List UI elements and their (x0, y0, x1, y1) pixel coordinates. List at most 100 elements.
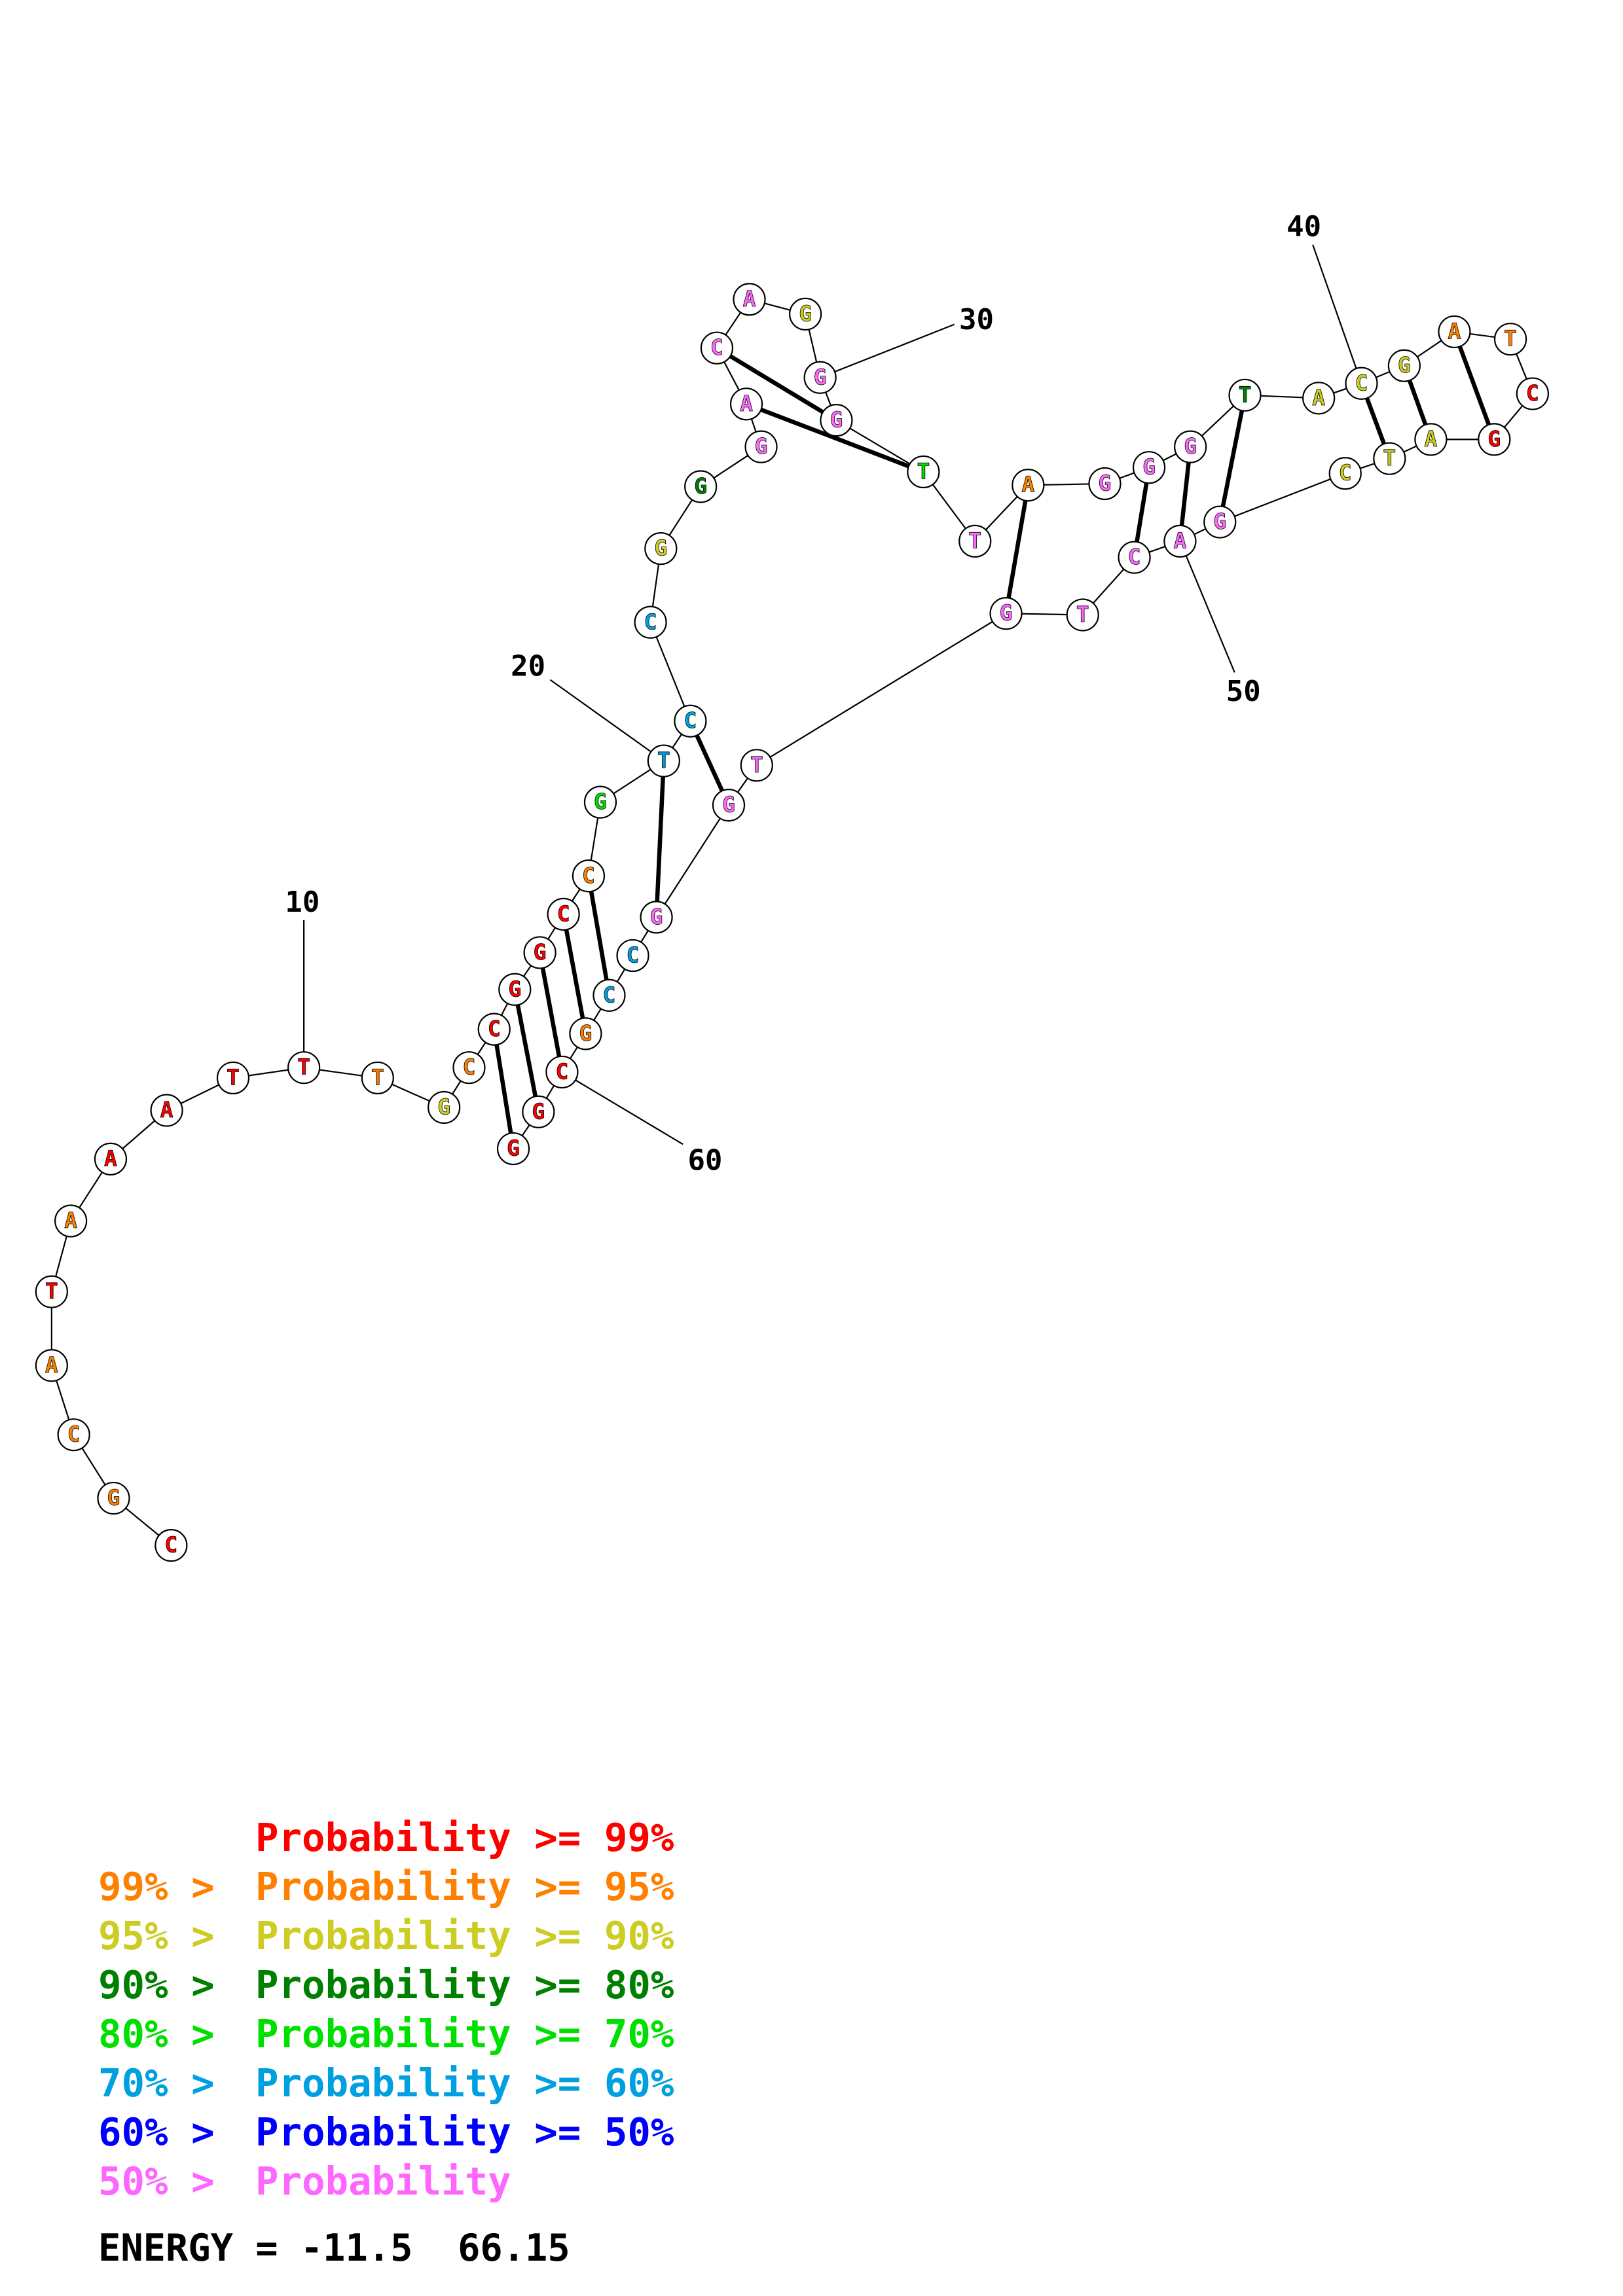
nucleotide-circle (547, 897, 580, 931)
nucleotide-circle (1163, 524, 1197, 558)
nucleotide-node: G (712, 789, 746, 822)
nucleotide-circle (634, 605, 667, 639)
nucleotide-node: T (1066, 598, 1099, 632)
legend-label: Probability >= 99% (255, 1815, 674, 1860)
nucleotide-circle (740, 749, 773, 782)
nucleotide-circle (35, 1349, 68, 1382)
nucleotide-circle (647, 744, 680, 778)
nucleotide-node: G (820, 404, 853, 437)
nucleotide-letter: A (104, 1145, 117, 1171)
nucleotide-letter: G (1099, 470, 1112, 495)
legend-label: Probability >= 50% (255, 2109, 674, 2155)
nucleotide-letter: T (1239, 382, 1252, 407)
nucleotide-node: T (287, 1051, 321, 1085)
nucleotide-letter: T (917, 458, 930, 484)
backbone-segment (756, 613, 1007, 766)
nucleotide-node: C (616, 939, 649, 973)
nucleotide-circle (674, 704, 707, 738)
base-pair-bond (716, 346, 838, 422)
nucleotide-letter: T (227, 1064, 240, 1090)
nucleotide-node: C (477, 1013, 511, 1046)
nucleotide-circle (1516, 377, 1549, 410)
legend-row: Probability >= 99% (98, 1813, 674, 1862)
nucleotide-circle (569, 1017, 602, 1050)
legend-label: Probability >= 95% (255, 1864, 674, 1909)
nucleotide-letter: C (710, 334, 723, 360)
legend-label: Probability >= 60% (255, 2060, 674, 2106)
nucleotide-node: G (522, 1095, 555, 1128)
nucleotide-circle (523, 936, 556, 969)
nucleotide-letter: G (107, 1485, 120, 1511)
nucleotide-circle (958, 524, 992, 558)
nucleotide-node: G (523, 936, 556, 969)
nucleotide-node: G (803, 361, 837, 394)
nucleotide-circle (150, 1094, 183, 1127)
nucleotide-circle (522, 1095, 555, 1128)
nucleotide-circle (155, 1529, 188, 1562)
nucleotide-letter: A (45, 1352, 58, 1378)
nucleotide-letter: A (740, 391, 753, 416)
base-pair-bond (654, 761, 666, 918)
nucleotide-node: A (150, 1094, 183, 1127)
position-tick (561, 1071, 684, 1145)
legend-prefix: 50% > (98, 2159, 215, 2204)
nucleotide-node: A (94, 1142, 128, 1175)
position-label-40: 40 (1286, 210, 1321, 243)
nucleotide-node: C (1345, 367, 1378, 400)
nucleotide-node: C (545, 1055, 579, 1089)
backbone-segment (1219, 473, 1346, 523)
nucleotide-circle (545, 1055, 579, 1089)
nucleotide-circle (35, 1275, 68, 1308)
nucleotide-node: T (907, 455, 940, 489)
nucleotide-node: A (1163, 524, 1197, 558)
nucleotide-letter: C (627, 942, 640, 967)
nucleotide-node: A (35, 1349, 68, 1382)
nucleotide-letter: G (1487, 426, 1501, 452)
backbone-lines (50, 298, 1533, 1546)
nucleotide-letter: G (1142, 454, 1156, 480)
nucleotide-letter: C (1526, 380, 1539, 406)
nucleotide-letter: A (1173, 528, 1186, 553)
nucleotide-node: G (583, 785, 617, 819)
nucleotide-letter: C (644, 609, 657, 634)
nucleotide-letter: C (555, 1058, 568, 1084)
nucleotide-node: G (1132, 451, 1166, 484)
base-pair-bond (561, 914, 588, 1034)
nucleotide-letter: C (557, 901, 570, 926)
legend-label: Probability >= 80% (255, 1962, 674, 2007)
nucleotide-letter: C (603, 982, 616, 1007)
base-pair-bond (1218, 395, 1247, 523)
nucleotide-circle (477, 1013, 511, 1046)
nucleotide-circle (729, 387, 763, 421)
nucleotide-node: T (1493, 323, 1527, 356)
position-label-30: 30 (959, 303, 994, 336)
nucleotide-letter: G (579, 1020, 593, 1046)
nucleotide-circle (57, 1418, 90, 1452)
nucleotide-letter: T (1383, 445, 1396, 471)
nucleotide-node: G (644, 532, 678, 565)
nucleotide-circle (1302, 382, 1336, 415)
nucleotide-circle (700, 331, 734, 365)
nucleotide-letter: G (799, 300, 812, 326)
energy-readout: ENERGY = -11.5 66.15 (98, 2227, 570, 2270)
nucleotide-letter: G (508, 976, 521, 1001)
nucleotide-circle (733, 283, 766, 316)
nucleotide-circle (1373, 442, 1406, 475)
nucleotide-letter: T (968, 528, 981, 553)
nucleotide-circle (1493, 323, 1527, 356)
legend-prefix: 95% > (98, 1913, 215, 1958)
nucleotide-node: T (35, 1275, 68, 1308)
nucleotide-node: C (547, 897, 580, 931)
legend-row: 90% > Probability >= 80% (98, 1960, 674, 2009)
nucleotide-node: G (1088, 467, 1122, 501)
nucleotide-node: C (1516, 377, 1549, 410)
nucleotide-circle (1118, 541, 1151, 574)
base-pair-bond (1004, 484, 1030, 614)
nucleotide-letter: G (814, 364, 827, 389)
legend-row: 80% > Probability >= 70% (98, 2009, 674, 2058)
nucleotide-letter: C (1339, 460, 1352, 486)
position-labels: 10 20 30 40 50 60 (285, 210, 1321, 1177)
legend-row: 50% > Probability (98, 2157, 674, 2206)
nucleotide-letter: G (694, 473, 707, 499)
